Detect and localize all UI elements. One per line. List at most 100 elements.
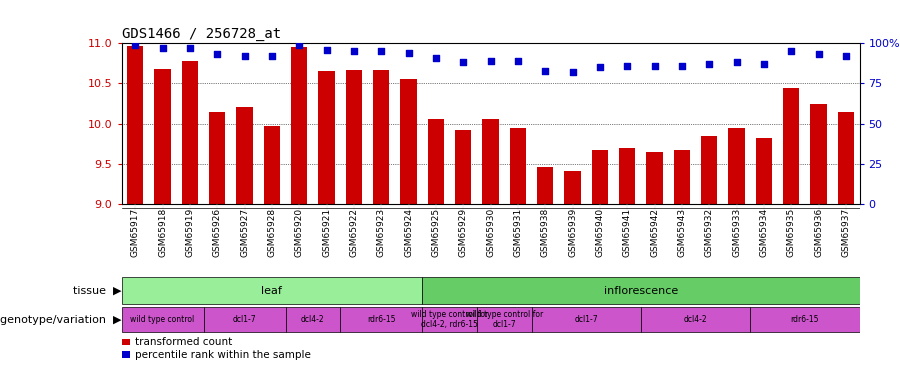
Bar — [701, 136, 717, 204]
Text: GSM65940: GSM65940 — [595, 208, 604, 257]
Bar — [203, 307, 285, 332]
Point — [292, 42, 306, 48]
Text: GSM65941: GSM65941 — [623, 208, 632, 257]
Bar — [373, 70, 390, 204]
Bar — [122, 351, 130, 358]
Text: dcl1-7: dcl1-7 — [233, 315, 256, 324]
Bar — [537, 167, 554, 204]
Bar — [264, 126, 280, 204]
Bar — [619, 148, 635, 204]
Bar — [532, 307, 641, 332]
Text: transformed count: transformed count — [135, 338, 232, 348]
Point — [183, 45, 197, 51]
Point — [757, 61, 771, 67]
Text: GDS1466 / 256728_at: GDS1466 / 256728_at — [122, 27, 281, 41]
Text: dcl4-2: dcl4-2 — [301, 315, 325, 324]
Bar — [673, 150, 690, 204]
Text: dcl1-7: dcl1-7 — [574, 315, 598, 324]
Text: GSM65931: GSM65931 — [513, 208, 522, 257]
Bar — [122, 277, 422, 304]
Point — [374, 48, 389, 54]
Point — [456, 60, 471, 66]
Point — [592, 64, 607, 70]
Point — [565, 69, 580, 75]
Bar — [346, 70, 362, 204]
Bar — [482, 119, 499, 204]
Text: GSM65937: GSM65937 — [842, 208, 850, 257]
Text: tissue  ▶: tissue ▶ — [73, 286, 122, 296]
Bar — [646, 152, 662, 204]
Text: GSM65918: GSM65918 — [158, 208, 167, 257]
Bar — [340, 307, 422, 332]
Text: rdr6-15: rdr6-15 — [367, 315, 395, 324]
Point — [538, 68, 553, 74]
Text: GSM65923: GSM65923 — [377, 208, 386, 257]
Text: GSM65920: GSM65920 — [294, 208, 303, 257]
Text: GSM65922: GSM65922 — [349, 208, 358, 257]
Bar — [838, 112, 854, 204]
Point — [156, 45, 170, 51]
Bar — [422, 277, 860, 304]
Bar — [810, 104, 827, 204]
Text: GSM65929: GSM65929 — [459, 208, 468, 257]
Point — [702, 61, 716, 67]
Bar — [319, 71, 335, 204]
Bar — [285, 307, 340, 332]
Point — [784, 48, 798, 54]
Text: GSM65934: GSM65934 — [760, 208, 769, 257]
Text: GSM65919: GSM65919 — [185, 208, 194, 257]
Point — [839, 53, 853, 59]
Point — [647, 63, 662, 69]
Text: GSM65939: GSM65939 — [568, 208, 577, 257]
Text: GSM65926: GSM65926 — [212, 208, 221, 257]
Point — [483, 58, 498, 64]
Bar — [122, 307, 203, 332]
Text: wild type control for
dcl4-2, rdr6-15: wild type control for dcl4-2, rdr6-15 — [411, 310, 488, 329]
Bar — [182, 61, 198, 204]
Point — [128, 42, 142, 48]
Point — [210, 51, 224, 57]
Bar — [422, 307, 477, 332]
Bar — [564, 171, 580, 204]
Point — [620, 63, 634, 69]
Bar — [122, 339, 130, 345]
Point — [401, 50, 416, 56]
Text: leaf: leaf — [261, 286, 283, 296]
Point — [811, 51, 825, 57]
Bar — [455, 130, 472, 204]
Text: wild type control for
dcl1-7: wild type control for dcl1-7 — [465, 310, 543, 329]
Text: GSM65924: GSM65924 — [404, 208, 413, 257]
Text: wild type control: wild type control — [130, 315, 194, 324]
Point — [675, 63, 689, 69]
Text: GSM65935: GSM65935 — [787, 208, 796, 257]
Text: genotype/variation  ▶: genotype/variation ▶ — [0, 315, 122, 325]
Text: GSM65942: GSM65942 — [650, 208, 659, 257]
Text: GSM65917: GSM65917 — [130, 208, 140, 257]
Text: GSM65932: GSM65932 — [705, 208, 714, 257]
Text: GSM65921: GSM65921 — [322, 208, 331, 257]
Point — [428, 55, 443, 61]
Bar — [400, 80, 417, 204]
Bar — [237, 107, 253, 204]
Text: GSM65943: GSM65943 — [678, 208, 687, 257]
Point — [729, 60, 743, 66]
Text: inflorescence: inflorescence — [604, 286, 678, 296]
Text: GSM65938: GSM65938 — [541, 208, 550, 257]
Point — [238, 53, 252, 59]
Bar — [641, 307, 751, 332]
Text: GSM65925: GSM65925 — [431, 208, 440, 257]
Text: GSM65936: GSM65936 — [814, 208, 823, 257]
Bar — [728, 128, 744, 204]
Text: GSM65927: GSM65927 — [240, 208, 249, 257]
Text: GSM65933: GSM65933 — [732, 208, 741, 257]
Bar — [783, 88, 799, 204]
Point — [510, 58, 525, 64]
Text: rdr6-15: rdr6-15 — [790, 315, 819, 324]
Bar — [477, 307, 532, 332]
Bar — [209, 112, 225, 204]
Point — [265, 53, 279, 59]
Text: GSM65930: GSM65930 — [486, 208, 495, 257]
Text: dcl4-2: dcl4-2 — [684, 315, 707, 324]
Bar — [154, 69, 171, 204]
Bar — [127, 45, 143, 204]
